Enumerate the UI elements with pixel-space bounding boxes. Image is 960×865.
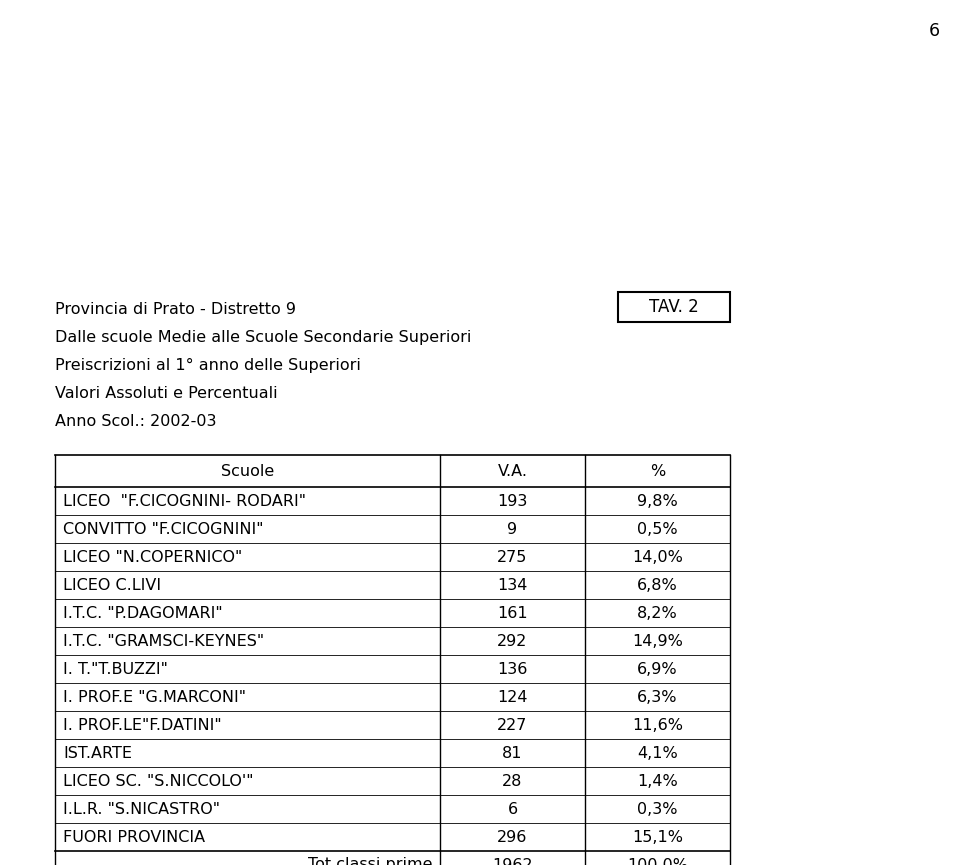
Text: 28: 28: [502, 773, 522, 789]
Text: 124: 124: [497, 689, 528, 704]
Text: Provincia di Prato - Distretto 9: Provincia di Prato - Distretto 9: [55, 302, 296, 317]
Text: 6,3%: 6,3%: [637, 689, 678, 704]
Text: I.T.C. "GRAMSCI-KEYNES": I.T.C. "GRAMSCI-KEYNES": [63, 633, 264, 649]
Text: 6: 6: [929, 22, 940, 40]
Text: 136: 136: [497, 662, 528, 676]
Text: LICEO C.LIVI: LICEO C.LIVI: [63, 578, 161, 593]
Text: I.T.C. "P.DAGOMARI": I.T.C. "P.DAGOMARI": [63, 606, 223, 620]
Text: 227: 227: [497, 717, 528, 733]
Text: 296: 296: [497, 830, 528, 844]
Text: 15,1%: 15,1%: [632, 830, 683, 844]
Text: I. PROF.E "G.MARCONI": I. PROF.E "G.MARCONI": [63, 689, 246, 704]
Text: 14,9%: 14,9%: [632, 633, 683, 649]
Text: Valori Assoluti e Percentuali: Valori Assoluti e Percentuali: [55, 386, 277, 401]
Text: 134: 134: [497, 578, 528, 593]
Text: 9: 9: [508, 522, 517, 536]
Bar: [618, 292, 730, 322]
Text: %: %: [650, 464, 665, 478]
Text: LICEO SC. "S.NICCOLO'": LICEO SC. "S.NICCOLO'": [63, 773, 253, 789]
Text: CONVITTO "F.CICOGNINI": CONVITTO "F.CICOGNINI": [63, 522, 263, 536]
Text: 1962: 1962: [492, 857, 533, 865]
Text: 161: 161: [497, 606, 528, 620]
Text: 8,2%: 8,2%: [637, 606, 678, 620]
Text: 6,8%: 6,8%: [637, 578, 678, 593]
Text: I. T."T.BUZZI": I. T."T.BUZZI": [63, 662, 168, 676]
Text: LICEO "N.COPERNICO": LICEO "N.COPERNICO": [63, 549, 242, 565]
Text: 0,3%: 0,3%: [637, 802, 678, 817]
Text: 0,5%: 0,5%: [637, 522, 678, 536]
Text: I. PROF.LE"F.DATINI": I. PROF.LE"F.DATINI": [63, 717, 222, 733]
Text: 100,0%: 100,0%: [627, 857, 688, 865]
Text: 193: 193: [497, 494, 528, 509]
Text: 6: 6: [508, 802, 517, 817]
Text: Dalle scuole Medie alle Scuole Secondarie Superiori: Dalle scuole Medie alle Scuole Secondari…: [55, 330, 471, 345]
Text: Scuole: Scuole: [221, 464, 275, 478]
Text: Anno Scol.: 2002-03: Anno Scol.: 2002-03: [55, 414, 217, 429]
Text: 292: 292: [497, 633, 528, 649]
Text: IST.ARTE: IST.ARTE: [63, 746, 132, 760]
Text: 4,1%: 4,1%: [637, 746, 678, 760]
Text: 11,6%: 11,6%: [632, 717, 683, 733]
Text: Tot.classi prime: Tot.classi prime: [307, 857, 432, 865]
Text: TAV. 2: TAV. 2: [649, 298, 699, 316]
Text: 14,0%: 14,0%: [632, 549, 683, 565]
Text: 9,8%: 9,8%: [637, 494, 678, 509]
Text: 81: 81: [502, 746, 523, 760]
Text: 1,4%: 1,4%: [637, 773, 678, 789]
Text: 6,9%: 6,9%: [637, 662, 678, 676]
Text: I.L.R. "S.NICASTRO": I.L.R. "S.NICASTRO": [63, 802, 220, 817]
Text: LICEO  "F.CICOGNINI- RODARI": LICEO "F.CICOGNINI- RODARI": [63, 494, 306, 509]
Text: 275: 275: [497, 549, 528, 565]
Text: Preiscrizioni al 1° anno delle Superiori: Preiscrizioni al 1° anno delle Superiori: [55, 358, 361, 373]
Text: FUORI PROVINCIA: FUORI PROVINCIA: [63, 830, 205, 844]
Text: V.A.: V.A.: [497, 464, 527, 478]
